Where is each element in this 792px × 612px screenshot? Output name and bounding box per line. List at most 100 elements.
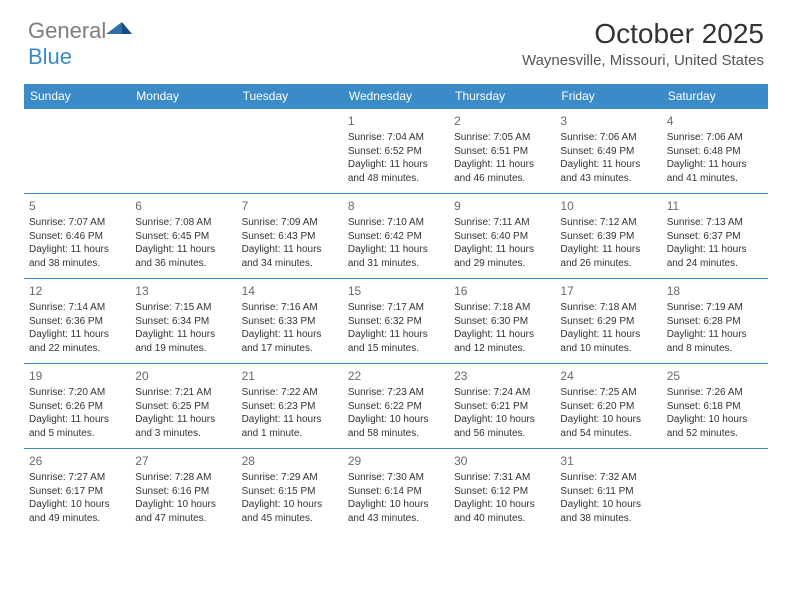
sunset-text: Sunset: 6:25 PM [135, 400, 231, 414]
sunset-text: Sunset: 6:36 PM [29, 315, 125, 329]
day-number: 11 [667, 198, 763, 214]
calendar-day-cell: 1Sunrise: 7:04 AMSunset: 6:52 PMDaylight… [343, 109, 449, 194]
calendar-day-cell: 18Sunrise: 7:19 AMSunset: 6:28 PMDayligh… [662, 279, 768, 364]
sunset-text: Sunset: 6:51 PM [454, 145, 550, 159]
calendar-week-row: 12 Sunrise: 7:14 AMSunset: 6:36 PM Dayligh… [24, 279, 768, 364]
weekday-header: Friday [555, 84, 661, 109]
day-number: 14 [242, 283, 338, 299]
logo-triangle-icon [106, 20, 132, 38]
calendar-day-cell: 3Sunrise: 7:06 AMSunset: 6:49 PMDaylight… [555, 109, 661, 194]
calendar-week-row: 26Sunrise: 7:27 AMSunset: 6:17 PMDayligh… [24, 449, 768, 534]
sunset-text: Sunset: 6:39 PM [560, 230, 656, 244]
sunrise-text: Sunrise: 7:07 AM [29, 216, 125, 230]
day-number: 18 [667, 283, 763, 299]
sunrise-text: Sunrise: 7:14 AM [29, 301, 125, 315]
calendar-day-cell: 11Sunrise: 7:13 AMSunset: 6:37 PMDayligh… [662, 194, 768, 279]
daylight-text: Daylight: 11 hours and 48 minutes. [348, 158, 444, 185]
sunrise-text: Sunrise: 7:10 AM [348, 216, 444, 230]
sunset-text: Sunset: 6:42 PM [348, 230, 444, 244]
calendar-day-cell [130, 109, 236, 194]
day-number: 12 [29, 283, 125, 299]
sunrise-text: Sunrise: 7:29 AM [242, 471, 338, 485]
day-number: 27 [135, 453, 231, 469]
daylight-text: Daylight: 10 hours and 45 minutes. [242, 498, 338, 525]
daylight-text: Daylight: 11 hours and 43 minutes. [560, 158, 656, 185]
day-number: 4 [667, 113, 763, 129]
sunset-text: Sunset: 6:34 PM [135, 315, 231, 329]
calendar-day-cell: 9Sunrise: 7:11 AMSunset: 6:40 PMDaylight… [449, 194, 555, 279]
day-number: 8 [348, 198, 444, 214]
calendar-day-cell: 21Sunrise: 7:22 AMSunset: 6:23 PMDayligh… [237, 364, 343, 449]
daylight-text: Daylight: 11 hours and 38 minutes. [29, 243, 125, 270]
daylight-text: Daylight: 10 hours and 54 minutes. [560, 413, 656, 440]
weekday-header: Thursday [449, 84, 555, 109]
calendar-day-cell: 27Sunrise: 7:28 AMSunset: 6:16 PMDayligh… [130, 449, 236, 534]
day-number: 5 [29, 198, 125, 214]
sunrise-text: Sunrise: 7:08 AM [135, 216, 231, 230]
calendar-day-cell: 20Sunrise: 7:21 AMSunset: 6:25 PMDayligh… [130, 364, 236, 449]
day-number: 25 [667, 368, 763, 384]
day-number: 31 [560, 453, 656, 469]
sunset-text: Sunset: 6:17 PM [29, 485, 125, 499]
day-number: 24 [560, 368, 656, 384]
calendar-day-cell: 22Sunrise: 7:23 AMSunset: 6:22 PMDayligh… [343, 364, 449, 449]
day-number: 6 [135, 198, 231, 214]
sunrise-text: Sunrise: 7:12 AM [560, 216, 656, 230]
weekday-header: Sunday [24, 84, 130, 109]
sunset-text: Sunset: 6:20 PM [560, 400, 656, 414]
calendar-day-cell: 4Sunrise: 7:06 AMSunset: 6:48 PMDaylight… [662, 109, 768, 194]
daylight-text: Daylight: 11 hours and 26 minutes. [560, 243, 656, 270]
sunset-text: Sunset: 6:32 PM [348, 315, 444, 329]
title-block: October 2025 Waynesville, Missouri, Unit… [522, 18, 764, 69]
calendar-day-cell: 19Sunrise: 7:20 AMSunset: 6:26 PMDayligh… [24, 364, 130, 449]
daylight-text: Daylight: 11 hours and 31 minutes. [348, 243, 444, 270]
calendar-day-cell: 13Sunrise: 7:15 AMSunset: 6:34 PMDayligh… [130, 279, 236, 364]
daylight-text: Daylight: 11 hours and 8 minutes. [667, 328, 763, 355]
location-text: Waynesville, Missouri, United States [522, 52, 764, 69]
daylight-text: Daylight: 11 hours and 1 minute. [242, 413, 338, 440]
sunrise-text: Sunrise: 7:06 AM [667, 131, 763, 145]
calendar-day-cell: 10 Sunrise: 7:12 AMSunset: 6:39 PMDayligh… [555, 194, 661, 279]
calendar-day-cell: 8 Sunrise: 7:10 AMSunset: 6:42 PMDaylight… [343, 194, 449, 279]
calendar-day-cell: 14Sunrise: 7:16 AMSunset: 6:33 PMDayligh… [237, 279, 343, 364]
daylight-text: Daylight: 11 hours and 36 minutes. [135, 243, 231, 270]
sunset-text: Sunset: 6:45 PM [135, 230, 231, 244]
day-number: 20 [135, 368, 231, 384]
sunrise-text: Sunrise: 7:24 AM [454, 386, 550, 400]
calendar-table: Sunday Monday Tuesday Wednesday Thursday… [24, 84, 768, 534]
sunset-text: Sunset: 6:40 PM [454, 230, 550, 244]
sunrise-text: Sunrise: 7:09 AM [242, 216, 338, 230]
day-number: 10 [560, 198, 656, 214]
calendar-day-cell: 2Sunrise: 7:05 AMSunset: 6:51 PMDaylight… [449, 109, 555, 194]
calendar-week-row: 1Sunrise: 7:04 AMSunset: 6:52 PMDaylight… [24, 109, 768, 194]
daylight-text: Daylight: 10 hours and 56 minutes. [454, 413, 550, 440]
calendar-day-cell: 30Sunrise: 7:31 AMSunset: 6:12 PMDayligh… [449, 449, 555, 534]
day-number: 17 [560, 283, 656, 299]
day-number: 9 [454, 198, 550, 214]
calendar-day-cell: 5Sunrise: 7:07 AMSunset: 6:46 PMDaylight… [24, 194, 130, 279]
daylight-text: Daylight: 11 hours and 24 minutes. [667, 243, 763, 270]
sunset-text: Sunset: 6:22 PM [348, 400, 444, 414]
calendar-week-row: 5Sunrise: 7:07 AMSunset: 6:46 PMDaylight… [24, 194, 768, 279]
sunrise-text: Sunrise: 7:15 AM [135, 301, 231, 315]
calendar-day-cell [662, 449, 768, 534]
sunrise-text: Sunrise: 7:32 AM [560, 471, 656, 485]
calendar-day-cell: 23Sunrise: 7:24 AMSunset: 6:21 PMDayligh… [449, 364, 555, 449]
calendar-day-cell [237, 109, 343, 194]
sunrise-text: Sunrise: 7:20 AM [29, 386, 125, 400]
sunrise-text: Sunrise: 7:17 AM [348, 301, 444, 315]
day-number: 13 [135, 283, 231, 299]
weekday-header: Monday [130, 84, 236, 109]
daylight-text: Daylight: 11 hours and 3 minutes. [135, 413, 231, 440]
sunrise-text: Sunrise: 7:28 AM [135, 471, 231, 485]
sunset-text: Sunset: 6:23 PM [242, 400, 338, 414]
sunset-text: Sunset: 6:49 PM [560, 145, 656, 159]
sunset-text: Sunset: 6:11 PM [560, 485, 656, 499]
calendar-day-cell: 15Sunrise: 7:17 AMSunset: 6:32 PMDayligh… [343, 279, 449, 364]
sunrise-text: Sunrise: 7:30 AM [348, 471, 444, 485]
sunset-text: Sunset: 6:16 PM [135, 485, 231, 499]
sunset-text: Sunset: 6:48 PM [667, 145, 763, 159]
weekday-header-row: Sunday Monday Tuesday Wednesday Thursday… [24, 84, 768, 109]
sunset-text: Sunset: 6:37 PM [667, 230, 763, 244]
calendar-day-cell: 7Sunrise: 7:09 AMSunset: 6:43 PMDaylight… [237, 194, 343, 279]
